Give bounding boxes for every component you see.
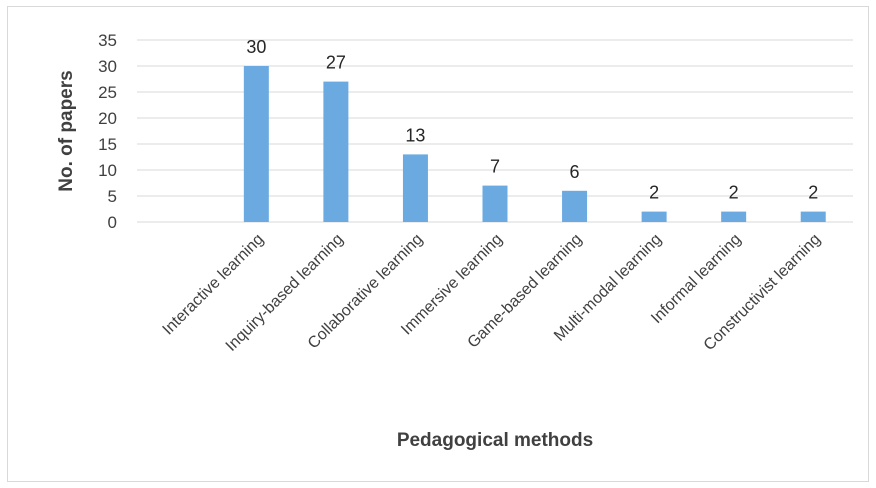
- bar-immersive-learning: [482, 185, 508, 222]
- bar-constructivist-learning: [800, 211, 826, 222]
- y-tick-labels: 0 5 10 15 20 25 30 35: [98, 31, 117, 232]
- y-tick-label-0: 0: [108, 213, 117, 232]
- y-tick-label-35: 35: [98, 31, 117, 50]
- data-label-6: 2: [649, 183, 659, 203]
- y-tick-label-20: 20: [98, 109, 117, 128]
- data-label-2: 27: [326, 53, 346, 73]
- data-label-3: 13: [405, 125, 425, 145]
- data-label-7: 2: [729, 183, 739, 203]
- data-label-1: 30: [246, 37, 266, 57]
- chart-frame: [7, 6, 869, 482]
- bar-game-based-learning: [562, 190, 588, 222]
- data-labels: 30 27 13 7 6 2 2 2: [246, 37, 818, 203]
- data-label-8: 2: [808, 183, 818, 203]
- data-label-5: 6: [570, 162, 580, 182]
- bar-collaborative-learning: [402, 154, 428, 222]
- x-axis-title: Pedagogical methods: [397, 430, 593, 451]
- y-tick-label-30: 30: [98, 57, 117, 76]
- y-tick-label-10: 10: [98, 161, 117, 180]
- bar-interactive-learning: [243, 66, 269, 222]
- y-tick-label-5: 5: [108, 187, 117, 206]
- bar-informal-learning: [721, 211, 747, 222]
- y-axis-title: No. of papers: [56, 70, 77, 191]
- y-tick-label-15: 15: [98, 135, 117, 154]
- bars: [243, 66, 826, 222]
- data-label-4: 7: [490, 157, 500, 177]
- y-tick-label-25: 25: [98, 83, 117, 102]
- bar-inquiry-based-learning: [323, 81, 349, 222]
- bar-multi-modal-learning: [641, 211, 667, 222]
